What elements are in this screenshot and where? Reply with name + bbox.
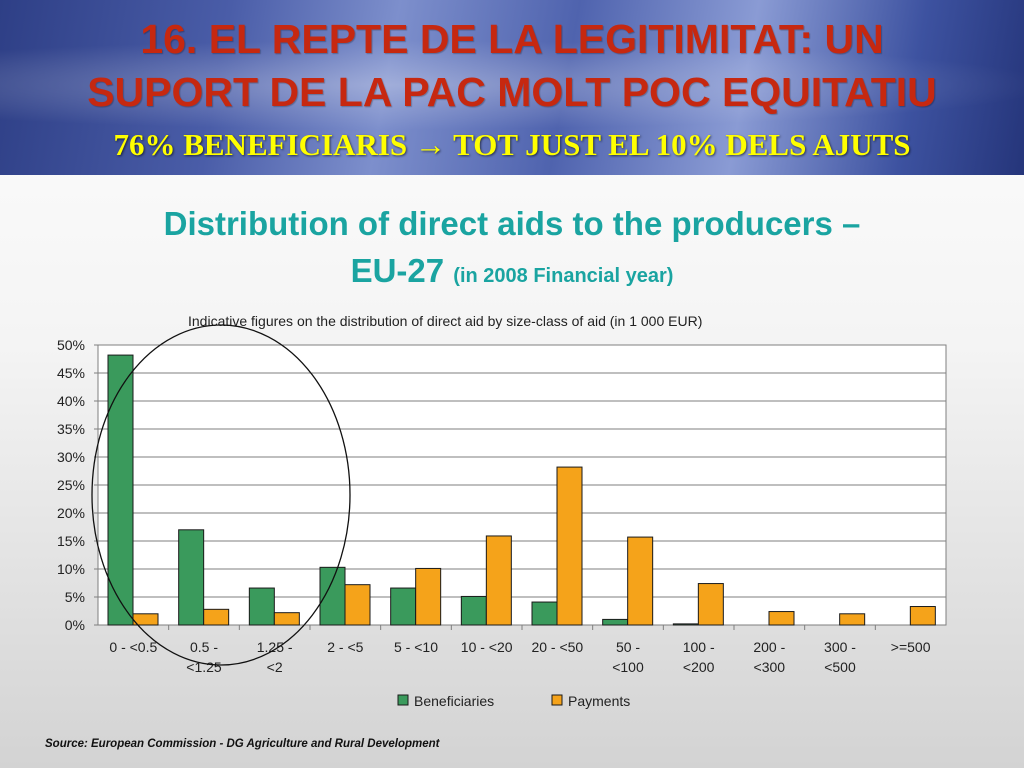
- x-tick-label: <2: [267, 659, 283, 675]
- y-tick-label: 20%: [57, 505, 85, 521]
- source-note: Source: European Commission - DG Agricul…: [45, 738, 440, 750]
- x-tick-label: <500: [824, 659, 856, 675]
- y-tick-label: 10%: [57, 561, 85, 577]
- slide-header: [0, 0, 1024, 175]
- payments-bar: [415, 567, 442, 626]
- payments-bar: [768, 611, 795, 626]
- x-tick-label: 20 - <50: [531, 639, 583, 655]
- legend-label: Payments: [568, 693, 630, 709]
- beneficiaries-bar: [319, 566, 346, 626]
- x-tick-label: 0 - <0.5: [109, 639, 157, 655]
- payments-bar: [485, 535, 512, 626]
- payments-bar: [627, 536, 654, 626]
- legend-label: Beneficiaries: [414, 693, 494, 709]
- legend-swatch: [551, 694, 563, 706]
- legend-swatch: [397, 694, 409, 706]
- payments-bar: [344, 584, 371, 626]
- slide-title-line2: SUPORT DE LA PAC MOLT POC EQUITATIU: [87, 69, 937, 115]
- beneficiaries-bar: [531, 601, 558, 626]
- payments-bar: [556, 466, 583, 626]
- beneficiaries-bar: [460, 595, 487, 626]
- beneficiaries-bar: [178, 529, 205, 626]
- x-tick-label: 2 - <5: [327, 639, 363, 655]
- y-tick-label: 35%: [57, 421, 85, 437]
- slide-title-line1: 16. EL REPTE DE LA LEGITIMITAT: UN: [140, 16, 884, 62]
- y-tick-label: 45%: [57, 365, 85, 381]
- x-tick-label: 50 -: [616, 639, 640, 655]
- y-tick-label: 5%: [65, 589, 85, 605]
- x-tick-label: <1.25: [186, 659, 222, 675]
- x-tick-label: 0.5 -: [190, 639, 218, 655]
- figure-title-year: (in 2008 Financial year): [453, 265, 674, 287]
- beneficiaries-bar: [107, 354, 134, 626]
- payments-bar: [203, 608, 230, 626]
- chart-title: Indicative figures on the distribution o…: [188, 313, 703, 329]
- payments-bar: [697, 583, 724, 626]
- y-tick-label: 40%: [57, 393, 85, 409]
- y-tick-label: 50%: [57, 337, 85, 353]
- beneficiaries-bar: [672, 623, 699, 626]
- x-tick-label: <300: [754, 659, 786, 675]
- x-tick-label: 10 - <20: [461, 639, 513, 655]
- x-tick-label: 300 -: [824, 639, 856, 655]
- x-tick-label: <200: [683, 659, 715, 675]
- y-tick-label: 0%: [65, 617, 85, 633]
- figure-title-line2: EU-27 (in 2008 Financial year): [20, 250, 1004, 297]
- y-tick-label: 25%: [57, 477, 85, 493]
- slide-subtitle: 76% BENEFICIARIS → TOT JUST EL 10% DELS …: [113, 127, 911, 162]
- beneficiaries-bar: [248, 587, 275, 626]
- figure-title-line1: Distribution of direct aids to the produ…: [163, 205, 861, 242]
- x-tick-label: 200 -: [753, 639, 785, 655]
- figure-title-main: EU-27: [350, 252, 445, 289]
- x-tick-label: >=500: [891, 639, 931, 655]
- y-tick-label: 30%: [57, 449, 85, 465]
- beneficiaries-bar: [390, 587, 417, 626]
- x-tick-label: <100: [612, 659, 644, 675]
- x-tick-label: 5 - <10: [394, 639, 438, 655]
- highlight-ellipse: [91, 324, 351, 666]
- beneficiaries-bar: [602, 618, 629, 626]
- payments-bar: [839, 613, 866, 626]
- payments-bar: [909, 606, 936, 626]
- y-tick-label: 15%: [57, 533, 85, 549]
- payments-bar: [273, 612, 300, 626]
- x-tick-label: 100 -: [683, 639, 715, 655]
